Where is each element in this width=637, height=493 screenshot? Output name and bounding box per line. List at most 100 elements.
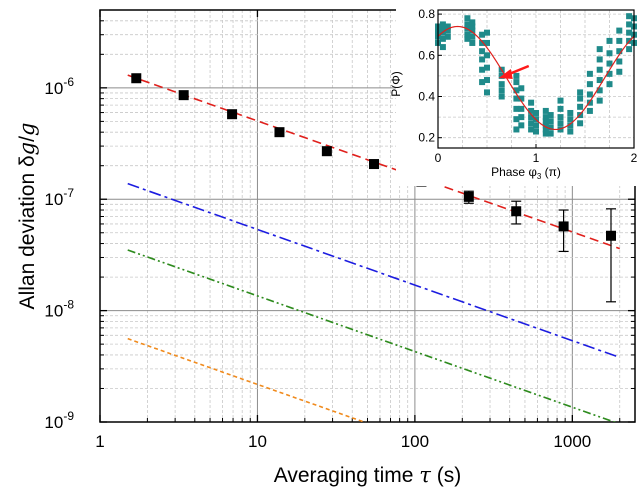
inset-data-point: [484, 64, 490, 71]
inset-x-axis-label: Phase φ3 (π): [491, 165, 561, 182]
inset-data-point: [513, 95, 520, 102]
inset-data-point: [626, 46, 633, 53]
inset-data-point: [528, 99, 535, 106]
inset-data-point: [606, 37, 613, 44]
inset-data-point: [464, 15, 471, 22]
fit-line: [127, 249, 617, 422]
inset-data-point: [444, 23, 451, 30]
y-tick-label: 10-7: [44, 186, 74, 209]
inset-data-point: [518, 122, 525, 129]
inset-data-point: [518, 95, 525, 102]
x-tick-label: 10: [248, 432, 267, 451]
inset-data-point: [557, 105, 564, 112]
inset-data-point: [484, 89, 490, 96]
inset-y-tick-label: 0.2: [418, 131, 435, 145]
inset-data-point: [469, 27, 476, 34]
inset-data-point: [518, 85, 525, 92]
inset-data-point: [596, 87, 603, 94]
inset-data-point: [567, 109, 574, 116]
inset-data-point: [577, 89, 584, 96]
inset-data-point: [528, 114, 535, 121]
data-point: [558, 221, 569, 232]
inset-data-point: [547, 112, 554, 119]
y-tick-label: 10-8: [44, 298, 74, 321]
y-tick-label: 10-9: [44, 409, 74, 432]
inset-data-point: [484, 29, 490, 36]
inset-data-point: [439, 44, 446, 51]
inset-data-point: [479, 39, 486, 46]
data-point: [178, 90, 189, 101]
y-tick-label: 10-6: [44, 75, 74, 98]
inset-data-point: [542, 126, 549, 133]
inset-data-point: [586, 99, 593, 106]
data-point: [511, 206, 522, 217]
inset-data-point: [513, 87, 520, 94]
inset-data-point: [439, 35, 446, 42]
inset-data-point: [469, 23, 476, 30]
inset-data-point: [606, 60, 613, 67]
x-tick-label: 100: [401, 432, 429, 451]
inset-data-point: [557, 126, 564, 133]
x-tick-label: 1000: [553, 432, 591, 451]
inset-data-point: [606, 70, 613, 77]
inset-data-point: [484, 52, 490, 59]
inset-data-point: [513, 72, 520, 79]
inset-data-point: [498, 87, 505, 94]
inset-data-point: [557, 114, 564, 121]
inset-data-point: [484, 77, 490, 84]
inset-y-tick-label: 0.4: [418, 90, 435, 104]
inset-x-tick-label: 1: [533, 151, 540, 165]
inset-data-point: [586, 81, 593, 88]
inset-data-point: [547, 124, 554, 131]
inset-data-point: [469, 19, 476, 26]
inset-data-point: [626, 29, 633, 36]
inset-data-point: [616, 27, 623, 34]
fit-line: [127, 337, 367, 422]
inset-data-point: [577, 103, 584, 110]
fit-line: [127, 182, 621, 359]
inset-y-tick-label: 0.6: [418, 48, 435, 62]
inset-data-point: [616, 48, 623, 55]
inset-data-point: [567, 122, 574, 129]
inset-plot-frame: [437, 9, 635, 149]
inset-data-point: [586, 91, 593, 98]
inset-data-points: [435, 13, 637, 137]
inset-data-point: [484, 39, 490, 46]
inset-data-point: [479, 79, 486, 86]
inset-data-point: [528, 120, 535, 127]
inset-data-point: [626, 21, 633, 28]
inset-arrow: [498, 64, 530, 79]
inset-data-point: [518, 105, 525, 112]
inset-data-point: [498, 81, 505, 88]
inset-data-point: [616, 68, 623, 75]
inset-data-point: [542, 114, 549, 121]
inset-data-point: [513, 116, 520, 123]
inset-data-point: [479, 48, 486, 55]
inset-data-point: [616, 58, 623, 65]
inset-x-tick-label: 2: [631, 151, 637, 165]
inset-data-point: [498, 93, 505, 100]
inset-data-point: [606, 50, 613, 57]
inset-x-tick-label: 0: [435, 151, 442, 165]
inset-data-point: [533, 109, 539, 116]
inset-data-point: [596, 56, 603, 63]
inset-data-point: [586, 107, 593, 114]
inset-axis-ticks: 0 1 2 0.2 0.4 0.6 0.8: [418, 7, 637, 165]
data-point: [274, 127, 285, 138]
data-point: [606, 230, 617, 241]
inset-data-point: [533, 128, 539, 135]
x-tick-label: 1: [95, 432, 104, 451]
inset-data-point: [596, 97, 603, 104]
inset-y-tick-label: 0.8: [418, 7, 435, 21]
inset-data-point: [577, 120, 584, 127]
inset-data-point: [464, 31, 471, 38]
inset-data-point: [547, 118, 554, 125]
inset-data-point: [479, 31, 486, 38]
inset-data-point: [444, 27, 451, 34]
inset-data-point: [513, 105, 520, 112]
inset-data-point: [464, 21, 471, 28]
inset-data-point: [557, 120, 564, 127]
inset-data-point: [596, 66, 603, 73]
data-point: [131, 73, 142, 84]
